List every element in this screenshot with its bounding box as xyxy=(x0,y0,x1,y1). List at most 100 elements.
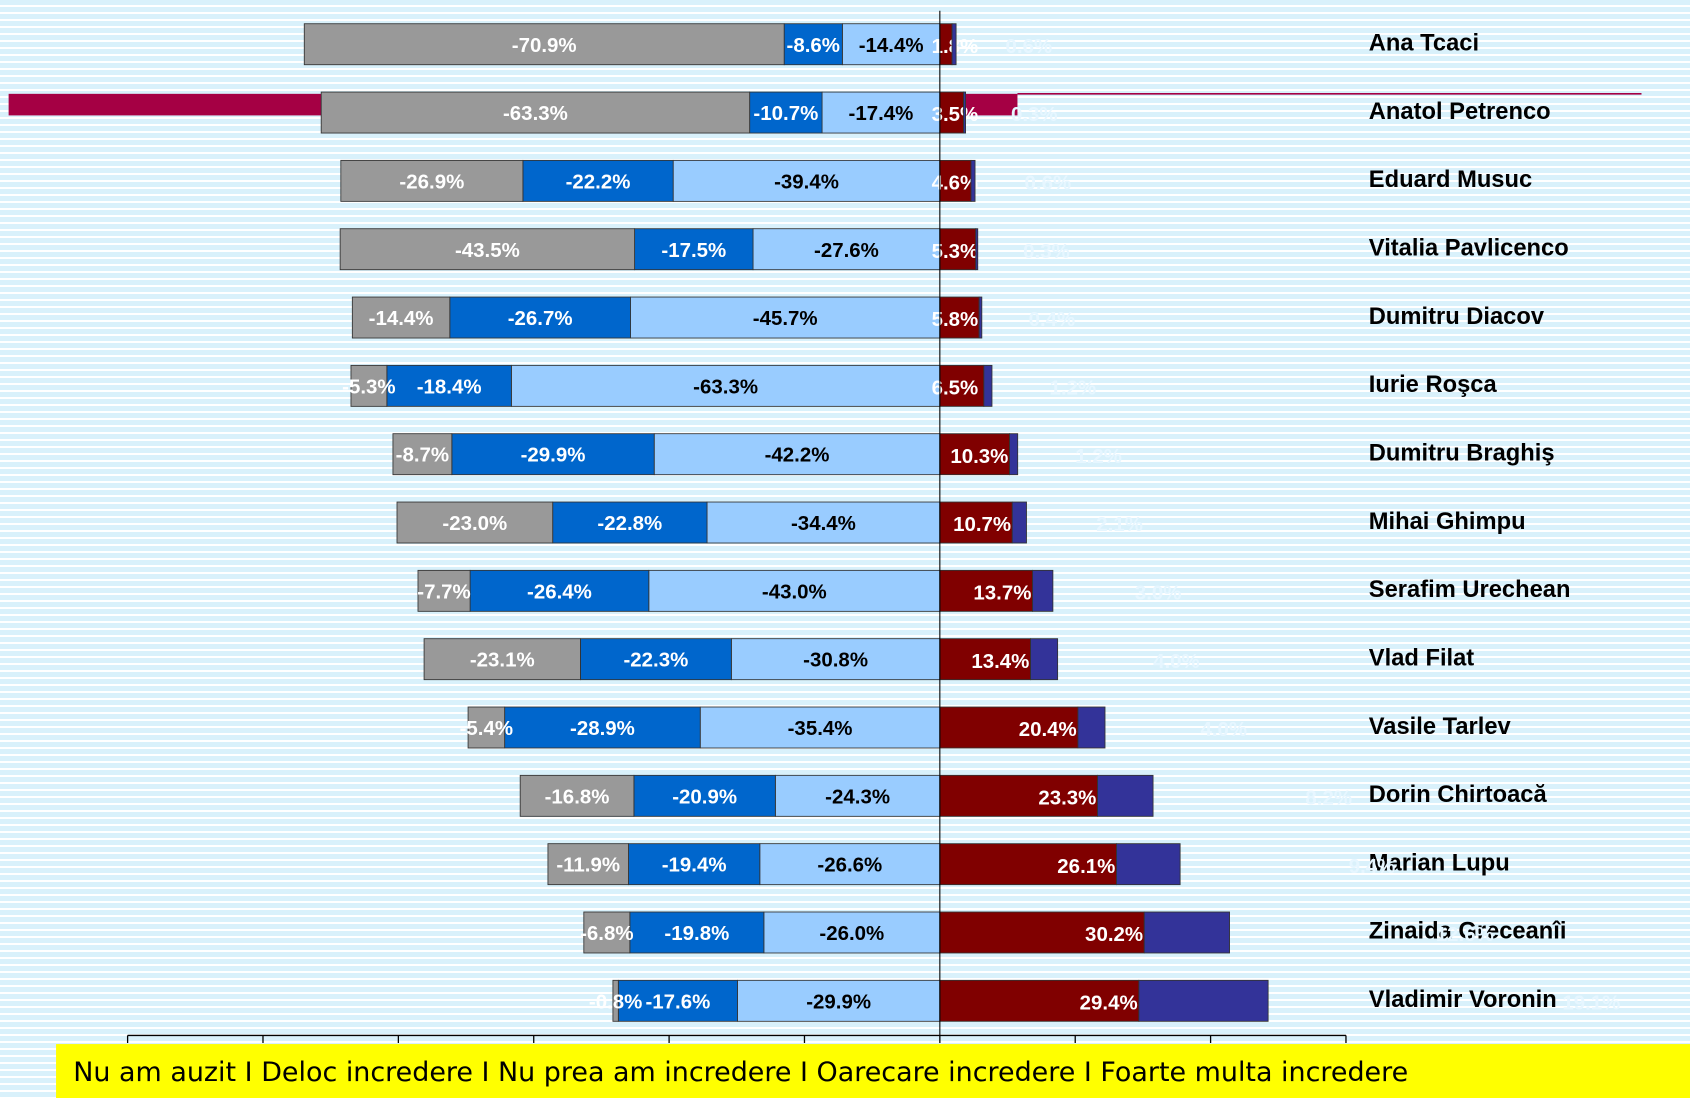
bar-segment xyxy=(320,91,751,134)
bar-segment xyxy=(821,91,941,134)
value-label: -63.3% xyxy=(503,102,568,125)
bar-segment xyxy=(1116,843,1181,886)
value-label: -35.4% xyxy=(788,717,853,740)
value-label: 3.5% xyxy=(932,103,979,126)
bar-segment xyxy=(628,843,761,886)
bar-segment xyxy=(396,501,554,544)
bar-segment xyxy=(583,911,631,954)
value-label: -24.3% xyxy=(825,785,890,808)
bar-segment xyxy=(978,296,983,339)
bar-segment xyxy=(970,159,976,202)
value-label: -16.8% xyxy=(545,785,610,808)
category-label: Eduard Musuc xyxy=(1369,167,1532,193)
bar-segment xyxy=(1138,979,1269,1022)
bar-segment xyxy=(672,159,941,202)
value-label: 0.6% xyxy=(1025,172,1072,195)
value-label: 10.7% xyxy=(953,513,1011,536)
bar-segment xyxy=(783,23,843,66)
value-label: 1.2% xyxy=(1075,445,1122,468)
value-label: 1.2% xyxy=(1050,377,1097,400)
legend-separator: I xyxy=(800,1057,808,1088)
category-label: Serafim Urechean xyxy=(1369,577,1571,603)
value-label: -8.7% xyxy=(396,444,449,467)
legend-separator: I xyxy=(482,1057,490,1088)
value-label: -23.1% xyxy=(470,649,535,672)
value-label: -26.6% xyxy=(817,854,882,877)
bar-segment xyxy=(730,638,941,681)
value-label: -30.8% xyxy=(803,649,868,672)
value-label: 0.3% xyxy=(1011,103,1058,126)
bar-segment xyxy=(983,364,993,407)
bar-segment xyxy=(629,911,765,954)
bar-segment xyxy=(939,638,1031,681)
value-label: -19.8% xyxy=(664,922,729,945)
category-label: Vitalia Pavlicenco xyxy=(1369,235,1569,261)
bar-segment xyxy=(547,843,629,886)
bar-segment xyxy=(417,569,471,612)
category-label: Marian Lupu xyxy=(1369,850,1510,876)
category-label: Dumitru Diacov xyxy=(1369,304,1545,330)
value-label: -5.4% xyxy=(460,717,513,740)
value-label: 5.3% xyxy=(932,240,979,263)
bar-segment xyxy=(963,91,966,134)
value-label: -29.9% xyxy=(806,990,871,1013)
value-label: 5.8% xyxy=(932,308,979,331)
bar-segment xyxy=(392,433,453,476)
value-label: -17.5% xyxy=(661,239,726,262)
bar-segment xyxy=(552,501,708,544)
category-label: Vlad Filat xyxy=(1369,645,1475,671)
value-label: -10.7% xyxy=(753,102,818,125)
bar-segment xyxy=(1097,774,1154,817)
value-label: -28.9% xyxy=(570,717,635,740)
bar-segment xyxy=(1011,501,1027,544)
value-label: 29.4% xyxy=(1080,991,1138,1014)
value-label: 0.3% xyxy=(1023,240,1070,263)
bar-segment xyxy=(504,706,701,749)
value-label: -39.4% xyxy=(774,170,839,193)
legend-entry: Oarecare incredere xyxy=(817,1057,1076,1088)
value-label: 8.2% xyxy=(1305,786,1352,809)
value-label: -18.4% xyxy=(417,375,482,398)
value-label: 26.1% xyxy=(1057,855,1115,878)
value-label: -0.8% xyxy=(589,990,642,1013)
bar-segment xyxy=(303,23,785,66)
value-label: -14.4% xyxy=(369,307,434,330)
value-label: 6.5% xyxy=(932,377,979,400)
value-label: -70.9% xyxy=(512,34,577,57)
bar-segment xyxy=(841,23,941,66)
bar-segment xyxy=(612,979,619,1022)
value-label: 20.4% xyxy=(1019,718,1077,741)
legend: Nu am auzit I Deloc incredere I Nu prea … xyxy=(73,1057,1408,1088)
bar-segment xyxy=(351,296,451,339)
category-label: Vasile Tarlev xyxy=(1369,714,1512,740)
value-label: 3.0% xyxy=(1135,581,1182,604)
value-label: -8.6% xyxy=(787,34,840,57)
bar-segment xyxy=(451,433,655,476)
bar-segment xyxy=(749,91,823,134)
bar-segment xyxy=(1143,911,1230,954)
bar-segment xyxy=(519,774,635,817)
legend-entry: Nu am auzit xyxy=(73,1057,236,1088)
legend-entry: Nu prea am incredere xyxy=(498,1057,791,1088)
value-label: 23.3% xyxy=(1038,786,1096,809)
value-label: -26.9% xyxy=(399,170,464,193)
value-label: -26.7% xyxy=(508,307,573,330)
value-label: -14.4% xyxy=(859,34,924,57)
value-label: -43.5% xyxy=(455,239,520,262)
value-label: -7.7% xyxy=(417,580,470,603)
value-label: -17.6% xyxy=(645,990,710,1013)
category-label: Mihai Ghimpu xyxy=(1369,509,1526,535)
value-label: 0.4% xyxy=(1029,308,1076,331)
legend-entry: Foarte multa incredere xyxy=(1100,1057,1408,1088)
bar-segment xyxy=(340,159,524,202)
value-label: -20.9% xyxy=(672,785,737,808)
bar-segment xyxy=(752,228,941,271)
bar-segment xyxy=(939,159,972,202)
bar-segment xyxy=(449,296,631,339)
value-label: -6.8% xyxy=(580,922,633,945)
legend-box xyxy=(56,1044,1690,1098)
value-label: -42.2% xyxy=(765,444,830,467)
bar-segment xyxy=(653,433,941,476)
